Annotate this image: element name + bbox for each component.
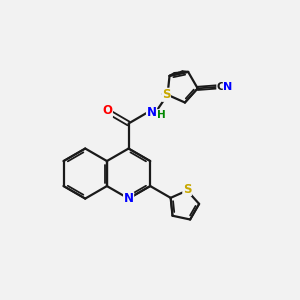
- Text: C: C: [217, 82, 225, 92]
- Text: N: N: [146, 106, 157, 118]
- Text: H: H: [157, 110, 165, 120]
- Text: N: N: [224, 82, 232, 92]
- Text: O: O: [102, 104, 112, 117]
- Text: N: N: [124, 192, 134, 205]
- Text: S: S: [183, 183, 191, 196]
- Text: S: S: [162, 88, 170, 101]
